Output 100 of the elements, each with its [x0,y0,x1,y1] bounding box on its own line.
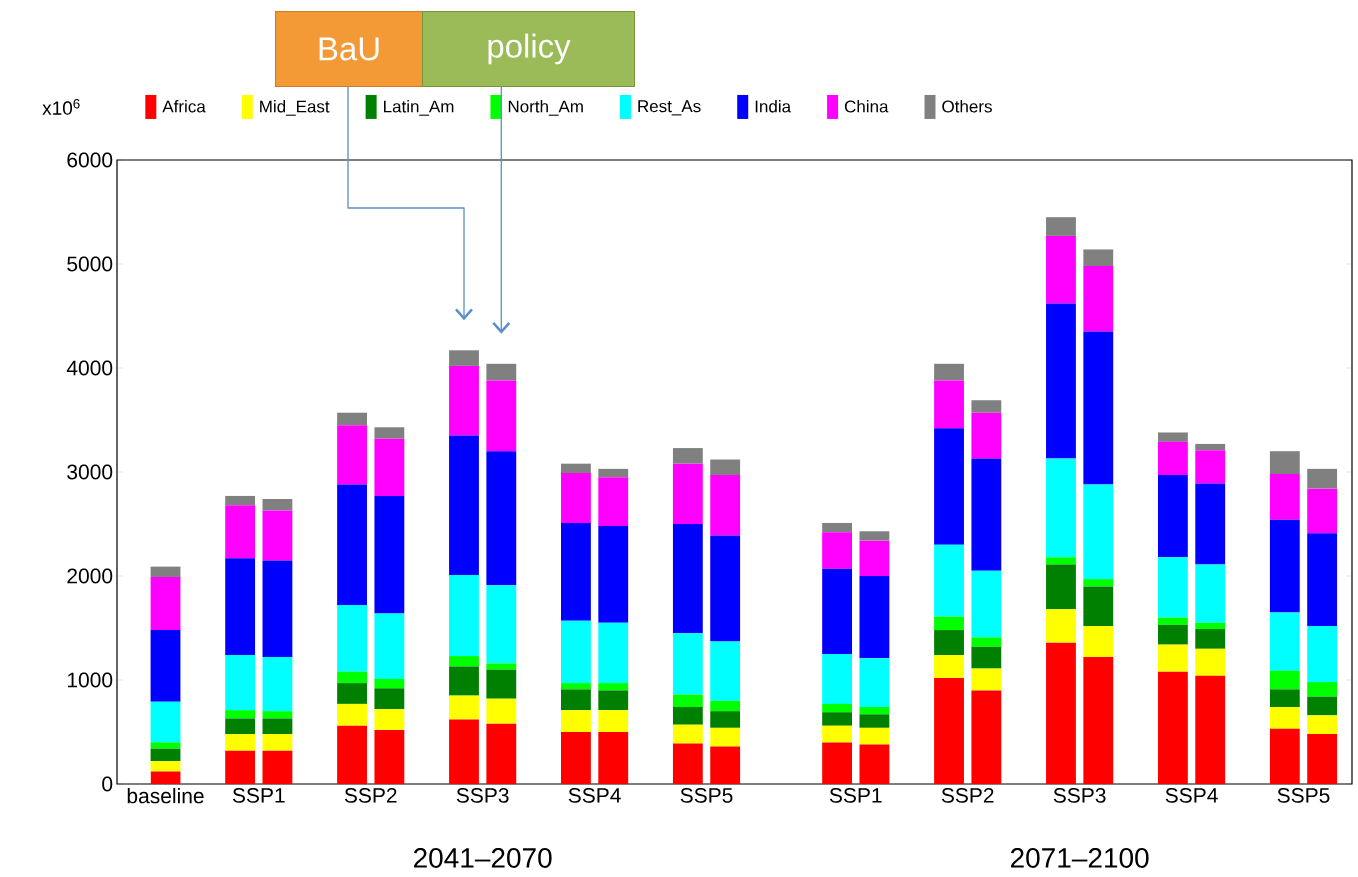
bar [934,677,964,784]
bar [225,558,256,656]
bar [150,630,181,702]
x-tick-label: SSP5 [1277,787,1330,803]
bar [1307,696,1338,716]
bar [561,473,591,523]
bar [1157,557,1188,618]
bar [1269,689,1300,708]
bar [822,568,853,654]
x-tick-label: SSP1 [829,787,882,803]
bar [561,689,591,711]
legend-label: Rest_As [638,100,701,116]
bar [1046,557,1076,565]
bar [934,363,964,381]
bar [1269,474,1300,520]
bar [598,731,629,784]
x-tick-label: SSP3 [456,787,509,803]
bar [859,531,890,541]
bar [1307,533,1338,626]
bar [561,710,591,732]
bar [449,666,479,696]
bar [859,727,890,745]
bar [561,463,591,474]
bar [1307,625,1338,683]
bar [337,605,367,672]
bar [337,484,367,606]
bar [1269,612,1300,671]
bar [971,412,1002,459]
bar [337,683,367,704]
bar [486,698,517,724]
bar [374,729,405,784]
bar [374,438,405,496]
bar [262,711,293,719]
y-tick-label: 4000 [66,360,113,376]
bar [710,711,741,728]
y-tick-label: 3000 [67,464,113,480]
bar [598,477,629,527]
bar [1269,670,1300,690]
bar [262,510,293,561]
bar [934,428,964,545]
bar [262,718,293,735]
bar [225,505,256,559]
bar [672,707,703,725]
bar [971,646,1002,669]
bar [859,744,890,784]
bar [859,714,890,728]
bar [598,710,629,732]
bar [598,690,629,711]
x-tick-label: SSP5 [680,787,733,803]
bar [822,742,853,784]
bar [859,575,890,659]
bar [150,748,181,762]
bar [971,400,1002,413]
legend-label: Latin_Am [384,100,454,116]
bar [374,688,405,710]
bar [971,637,1002,647]
bar [449,435,479,575]
bar [1046,642,1076,784]
bar [150,566,181,578]
bar [337,412,367,426]
bar [1046,303,1076,459]
bar [822,725,853,743]
bar [262,734,293,751]
bar [1083,484,1114,580]
bar [1157,624,1188,645]
bar [1307,488,1338,534]
bar [971,668,1002,691]
bar [1046,217,1076,236]
bar [1157,441,1188,476]
bar [934,630,964,656]
bar [374,495,405,614]
bar [1083,586,1114,626]
bar [1195,483,1226,565]
bar [598,526,629,623]
bar [225,734,256,751]
bar [225,495,256,506]
bar [150,701,181,743]
bar [859,540,890,576]
bar [1195,622,1226,630]
legend-label: Others [942,100,992,113]
bar [150,761,181,772]
bar [262,657,293,712]
bar [710,475,741,536]
bar [262,750,293,784]
x-tick-label: SSP3 [1053,787,1106,803]
text: policy [488,33,571,65]
bar [449,350,479,366]
bar [1307,734,1338,784]
bar [449,719,479,784]
bar [672,724,703,744]
bar [672,463,703,524]
bar [150,742,181,749]
bar [561,620,591,684]
legend-label: North_Am [508,100,583,116]
bar [1307,468,1338,489]
bar [1307,715,1338,735]
bar [598,468,629,478]
bar [934,616,964,631]
bar [971,690,1002,784]
bar [672,633,703,695]
